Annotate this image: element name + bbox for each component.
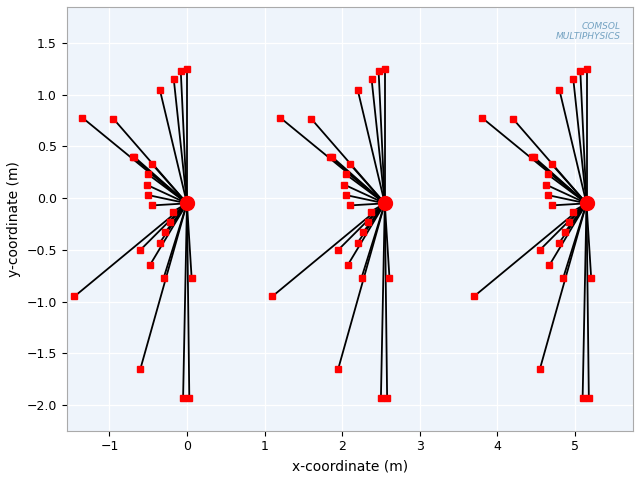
Text: COMSOL
MULTIPHYSICS: COMSOL MULTIPHYSICS xyxy=(556,22,621,41)
X-axis label: x-coordinate (m): x-coordinate (m) xyxy=(292,459,408,473)
Y-axis label: y-coordinate (m): y-coordinate (m) xyxy=(7,161,21,277)
